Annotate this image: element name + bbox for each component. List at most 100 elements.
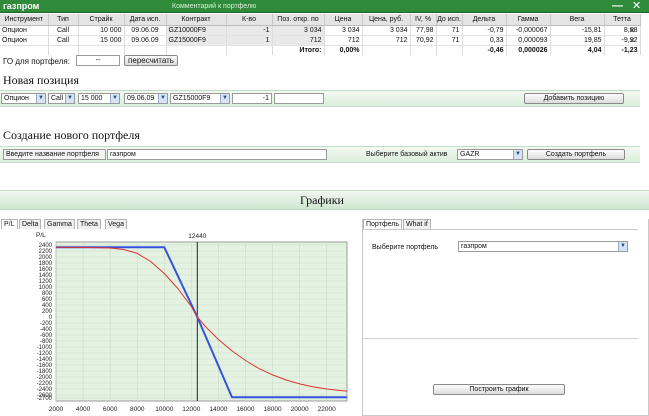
table-row[interactable]: Опцион Call 15 000 09.06.09 GZ15000F9 1 712 712… <box>0 35 641 46</box>
table-cell <box>436 45 463 55</box>
build-chart-button[interactable]: Построить график <box>433 384 565 395</box>
total-row: Итого: 0,00% -0,46 0,000026 4,04 -1,23 <box>0 45 641 55</box>
portfolio-select[interactable]: газпром ▼ <box>458 241 628 252</box>
y-tick-label: 2000 <box>39 255 53 261</box>
y-tick-label: -2700 <box>37 396 53 402</box>
table-cell: 712 <box>362 35 411 46</box>
tab-pl[interactable]: P/L <box>1 219 18 229</box>
x-tick-label: 14000 <box>209 406 227 413</box>
portfolio-comment-link[interactable]: Комментарий к портфелю <box>172 3 257 10</box>
table-cell <box>78 45 125 55</box>
chart-tabs: P/L Delta Gamma Theta Vega <box>0 219 360 229</box>
table-cell: 71 <box>436 25 463 36</box>
instrument-select[interactable]: Опцион ▼ <box>1 93 46 104</box>
table-cell[interactable]: 712 <box>272 35 325 46</box>
y-tick-label: 2200 <box>39 249 53 255</box>
table-cell[interactable]: -1 <box>226 25 273 36</box>
current-pl-line <box>55 246 348 392</box>
y-tick-label: 800 <box>42 291 53 297</box>
table-cell <box>0 45 49 55</box>
y-tick-label: 2400 <box>39 243 53 249</box>
new-portfolio-title: Создание нового портфеля <box>3 128 140 142</box>
table-header-cell: Инструмент <box>0 14 49 26</box>
contract-select[interactable]: GZ15000F9 ▼ <box>170 93 230 104</box>
table-cell <box>362 45 411 55</box>
tab-vega[interactable]: Vega <box>105 219 127 229</box>
x-tick-label: 8000 <box>130 406 145 413</box>
table-cell <box>166 45 227 55</box>
table-cell: -0,000067 <box>506 25 551 36</box>
y-tick-label: -1600 <box>37 363 53 369</box>
y-tick-label: -2200 <box>37 381 53 387</box>
base-asset-select[interactable]: GAZR ▼ <box>457 149 523 160</box>
y-tick-label: -800 <box>40 339 53 345</box>
total-delta: -0,46 <box>462 45 507 55</box>
positions-table: Инструмент Тип Страйк Дата исп. Контракт К-во… <box>0 14 641 55</box>
y-tick-label: -1400 <box>37 357 53 363</box>
y-tick-label: -2600 <box>37 393 53 399</box>
table-cell: 10 000 <box>78 25 125 36</box>
total-label: Итого: <box>272 45 325 55</box>
y-tick-label: 200 <box>42 309 53 315</box>
table-header-cell: Гамма <box>506 14 551 26</box>
chevron-down-icon: ▼ <box>618 242 627 251</box>
y-tick-label: -1000 <box>37 345 53 351</box>
table-header-cell: Страйк <box>78 14 125 26</box>
table-cell: 0,000093 <box>506 35 551 46</box>
tab-portfolio[interactable]: Портфель <box>363 219 403 229</box>
tab-theta[interactable]: Theta <box>77 219 101 229</box>
price-field[interactable] <box>274 93 324 104</box>
y-tick-label: 1200 <box>39 279 53 285</box>
table-header-cell: Дельта <box>462 14 507 26</box>
table-cell[interactable]: 3 034 <box>272 25 325 36</box>
type-select[interactable]: Call ▼ <box>48 93 75 104</box>
table-header-cell: Тетта <box>604 14 641 26</box>
minimize-button[interactable]: — <box>612 0 623 12</box>
recalculate-button[interactable]: пересчитать <box>124 55 178 66</box>
x-tick-label: 12000 <box>182 406 200 413</box>
quantity-field[interactable]: -1 <box>232 93 272 104</box>
tab-what-if[interactable]: What if <box>403 219 431 229</box>
chevron-down-icon: ▼ <box>36 94 45 103</box>
table-header-cell: До исп. <box>436 14 463 26</box>
chevron-down-icon: ▼ <box>65 94 74 103</box>
table-cell: 77,98 <box>410 25 437 36</box>
date-select[interactable]: 09.06.09 ▼ <box>124 93 168 104</box>
table-cell: GZ10000F9 <box>166 25 227 36</box>
table-cell: 8,68 <box>604 25 641 36</box>
y-tick-label: 1400 <box>39 273 53 279</box>
table-cell: Опцион <box>0 35 49 46</box>
x-tick-label: 22000 <box>318 406 336 413</box>
tab-gamma[interactable]: Gamma <box>44 219 75 229</box>
chevron-down-icon: ▼ <box>220 94 229 103</box>
y-tick-label: -200 <box>40 321 53 327</box>
table-header-cell: Цена <box>324 14 363 26</box>
y-tick-label: 0 <box>49 315 53 321</box>
create-portfolio-button[interactable]: Создать портфель <box>527 149 625 160</box>
panel-divider <box>362 338 638 339</box>
tab-delta[interactable]: Delta <box>19 219 42 229</box>
remove-row-icon[interactable]: ✕ <box>628 26 636 35</box>
total-theta: -1,23 <box>604 45 641 55</box>
table-cell: 70,92 <box>410 35 437 46</box>
tab-divider <box>362 229 638 230</box>
strike-select[interactable]: 15 000 ▼ <box>78 93 120 104</box>
table-cell: GZ15000F9 <box>166 35 227 46</box>
table-header-cell: Вега <box>550 14 605 26</box>
portfolio-name-input[interactable]: газпром <box>107 149 327 160</box>
total-vega: 4,04 <box>550 45 605 55</box>
table-cell[interactable]: 1 <box>226 35 273 46</box>
chevron-down-icon: ▼ <box>513 150 522 159</box>
table-header-cell: IV, % <box>410 14 437 26</box>
chevron-down-icon: ▼ <box>158 94 167 103</box>
new-position-title: Новая позиция <box>3 73 79 87</box>
table-row[interactable]: Опцион Call 10 000 09.06.09 GZ10000F9 -1 3 034… <box>0 25 641 36</box>
y-tick-label: -1200 <box>37 351 53 357</box>
close-button[interactable]: ✕ <box>632 0 642 12</box>
remove-row-icon[interactable]: ✕ <box>628 36 636 45</box>
go-value: -- <box>76 55 120 66</box>
y-tick-label: 1000 <box>39 285 53 291</box>
add-position-button[interactable]: Добавить позицию <box>524 93 624 104</box>
table-cell: 712 <box>324 35 363 46</box>
portfolio-name-label: Введите название портфеля <box>3 149 106 160</box>
